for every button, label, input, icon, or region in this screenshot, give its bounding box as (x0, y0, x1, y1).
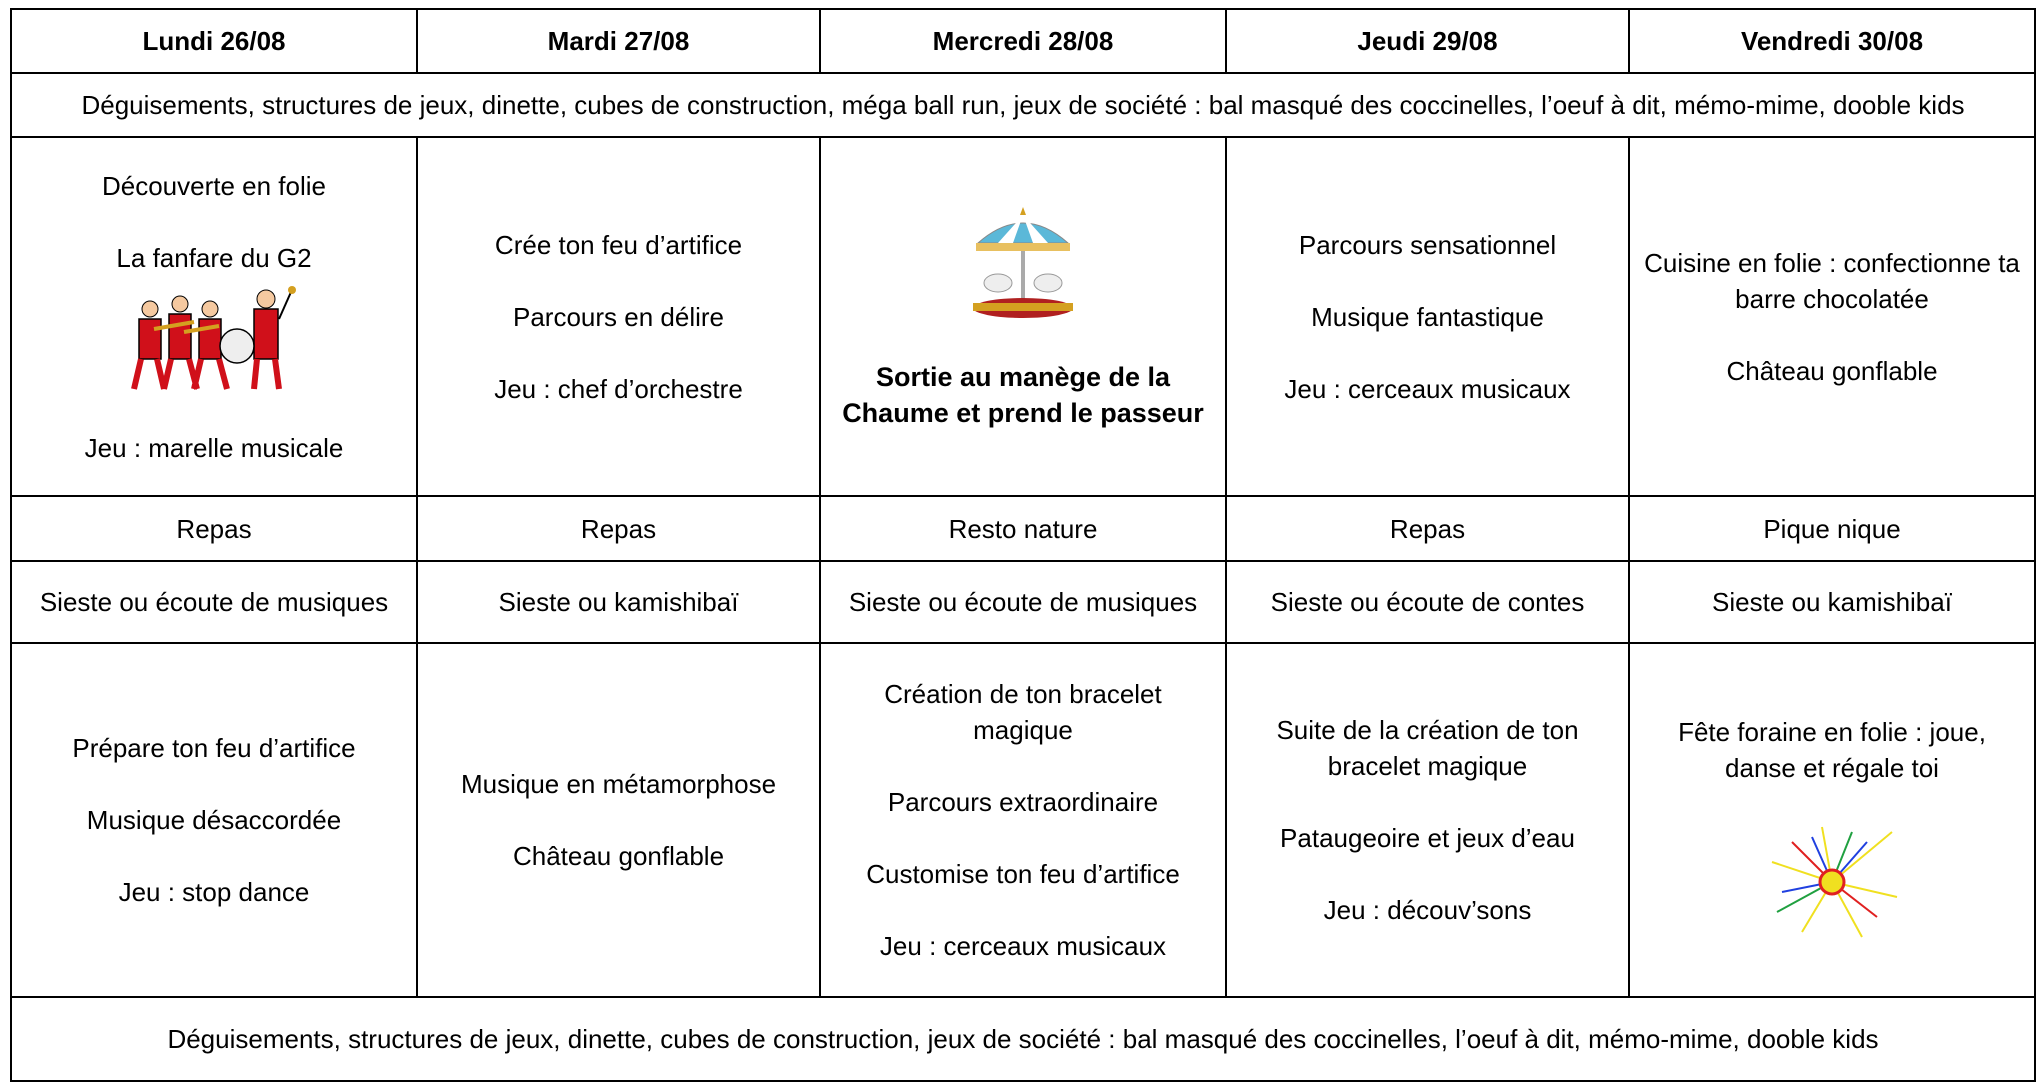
afternoon-row: Prépare ton feu d’artifice Musique désacc… (10, 642, 2036, 998)
morning-item: Cuisine en folie : confectionne ta barre… (1644, 247, 2020, 314)
lunch-cell: Pique nique (1628, 495, 2036, 562)
morning-cell: Parcours sensationnel Musique fantastique… (1225, 136, 1630, 497)
morning-cell: Sortie au manège de la Chaume et prend l… (819, 136, 1227, 497)
firework-icon (1771, 826, 1898, 938)
morning-item: Jeu : marelle musicale (84, 432, 344, 463)
afternoon-item: Jeu : découv’sons (1323, 895, 1532, 925)
morning-cell: Cuisine en folie : confectionne ta barre… (1628, 136, 2036, 497)
header-row: Lundi 26/08 Mardi 27/08 Mercredi 28/08 Jeud… (10, 8, 2036, 74)
afternoon-cell: Création de ton bracelet magique Parcours… (819, 642, 1227, 998)
carousel-icon (973, 206, 1073, 318)
morning-cell: Découverte en folie La fanfare du G2 Jeu … (10, 136, 418, 497)
schedule-table: Lundi 26/08 Mardi 27/08 Mercredi 28/08 Jeud… (10, 8, 2036, 1082)
nap-cell: Sieste ou kamishibaï (416, 560, 821, 644)
lunch-row: Repas Repas Resto nature Repas Pique nique (10, 495, 2036, 562)
morning-free-cell: Déguisements, structures de jeux, dinett… (10, 72, 2036, 138)
morning-item: Parcours en délire (513, 301, 724, 332)
fanfare-icon (131, 285, 296, 390)
afternoon-item: Château gonflable (512, 841, 725, 871)
day-header: Mardi 27/08 (416, 8, 821, 74)
afternoon-item: Musique en métamorphose (460, 769, 777, 799)
afternoon-item: Fête foraine en folie : joue, danse et r… (1678, 717, 1986, 783)
day-header: Vendredi 30/08 (1628, 8, 2036, 74)
afternoon-cell: Musique en métamorphose Château gonflable (416, 642, 821, 998)
lunch-cell: Repas (1225, 495, 1630, 562)
morning-item: Crée ton feu d’artifice (494, 229, 743, 260)
lunch-cell: Repas (10, 495, 418, 562)
afternoon-item: Customise ton feu d’artifice (866, 859, 1180, 889)
afternoon-item: Jeu : cerceaux musicaux (879, 931, 1167, 961)
nap-row: Sieste ou écoute de musiques Sieste ou ka… (10, 560, 2036, 644)
morning-item: La fanfare du G2 (116, 242, 312, 273)
lunch-cell: Repas (416, 495, 821, 562)
afternoon-item: Pataugeoire et jeux d’eau (1280, 823, 1575, 853)
morning-item: Jeu : cerceaux musicaux (1284, 373, 1571, 404)
afternoon-cell: Fête foraine en folie : joue, danse et r… (1628, 642, 2036, 998)
nap-cell: Sieste ou kamishibaï (1628, 560, 2036, 644)
afternoon-item: Parcours extraordinaire (887, 787, 1159, 817)
morning-free-row: Déguisements, structures de jeux, dinett… (10, 72, 2036, 138)
day-header: Jeudi 29/08 (1225, 8, 1630, 74)
morning-item: Château gonflable (1726, 355, 1938, 386)
morning-item: Sortie au manège de la Chaume et prend l… (842, 361, 1204, 428)
afternoon-item: Suite de la création de ton bracelet mag… (1276, 715, 1579, 781)
afternoon-free-row: Déguisements, structures de jeux, dinett… (10, 996, 2036, 1082)
day-header: Mercredi 28/08 (819, 8, 1227, 74)
morning-cell: Crée ton feu d’artifice Parcours en délir… (416, 136, 821, 497)
afternoon-cell: Suite de la création de ton bracelet mag… (1225, 642, 1630, 998)
nap-cell: Sieste ou écoute de musiques (819, 560, 1227, 644)
afternoon-free-cell: Déguisements, structures de jeux, dinett… (10, 996, 2036, 1082)
morning-item: Jeu : chef d’orchestre (494, 373, 743, 404)
afternoon-item: Création de ton bracelet magique (884, 679, 1162, 745)
afternoon-item: Prépare ton feu d’artifice (72, 733, 356, 763)
afternoon-item: Jeu : stop dance (118, 877, 310, 907)
afternoon-item: Musique désaccordée (86, 805, 342, 835)
day-header: Lundi 26/08 (10, 8, 418, 74)
afternoon-cell: Prépare ton feu d’artifice Musique désacc… (10, 642, 418, 998)
morning-item: Découverte en folie (101, 170, 327, 201)
morning-item: Musique fantastique (1311, 301, 1544, 332)
nap-cell: Sieste ou écoute de musiques (10, 560, 418, 644)
morning-item: Parcours sensationnel (1298, 229, 1557, 260)
morning-row: Découverte en folie La fanfare du G2 Jeu … (10, 136, 2036, 497)
lunch-cell: Resto nature (819, 495, 1227, 562)
nap-cell: Sieste ou écoute de contes (1225, 560, 1630, 644)
